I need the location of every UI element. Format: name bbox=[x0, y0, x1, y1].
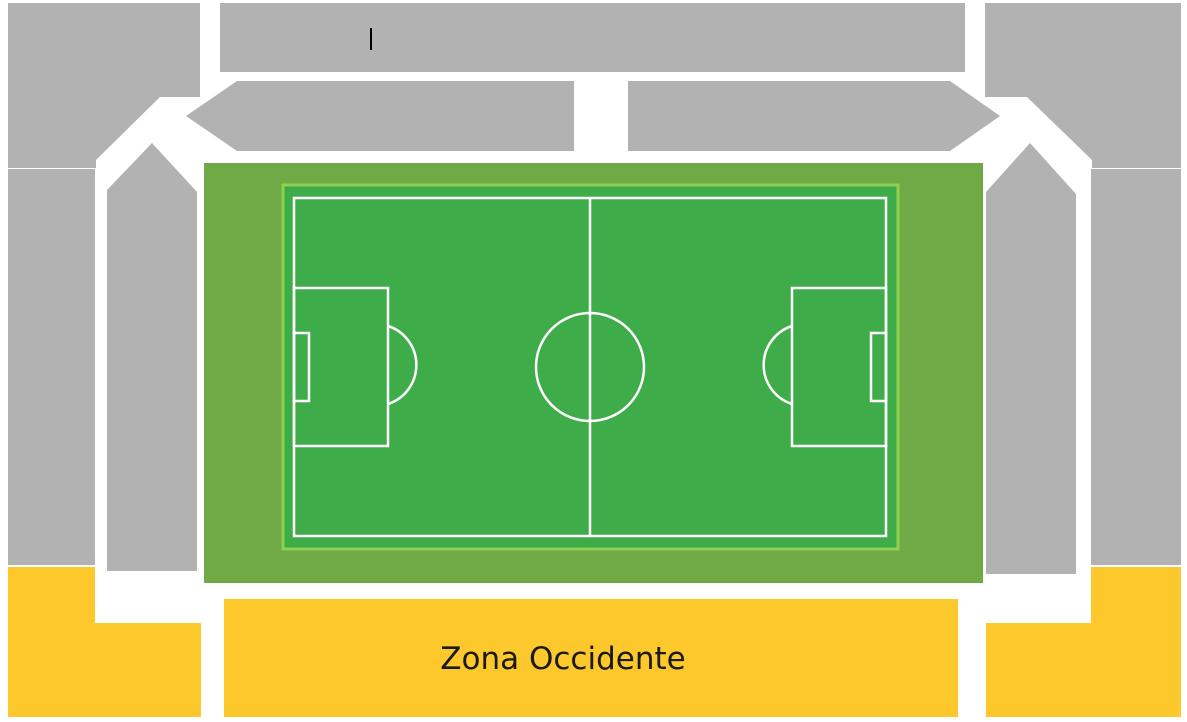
stand-west-outer[interactable] bbox=[8, 169, 95, 565]
center-circle bbox=[534, 311, 646, 423]
penalty-arc-right bbox=[762, 324, 793, 406]
stand-north-left[interactable] bbox=[186, 81, 574, 151]
goal-area-right bbox=[869, 331, 888, 403]
stand-north-upper[interactable] bbox=[220, 3, 965, 72]
stand-occidente-main[interactable] bbox=[224, 599, 958, 717]
goal-area-left bbox=[292, 331, 311, 403]
stand-west-inner[interactable] bbox=[107, 143, 197, 571]
stand-occidente-left[interactable] bbox=[8, 567, 201, 717]
stand-corner-northwest[interactable] bbox=[8, 3, 200, 168]
stand-northwest-diagonal[interactable] bbox=[96, 97, 160, 160]
stand-east-outer[interactable] bbox=[1091, 169, 1181, 565]
zona-occidente-label: Zona Occidente bbox=[440, 641, 685, 677]
stand-north-right[interactable] bbox=[628, 81, 1000, 151]
football-pitch bbox=[204, 163, 983, 583]
stand-east-inner[interactable] bbox=[986, 143, 1076, 574]
stand-northeast-diagonal[interactable] bbox=[1027, 97, 1092, 160]
penalty-arc-left bbox=[387, 324, 418, 406]
stand-occidente-right[interactable] bbox=[986, 567, 1181, 717]
stand-corner-northeast[interactable] bbox=[985, 3, 1181, 168]
